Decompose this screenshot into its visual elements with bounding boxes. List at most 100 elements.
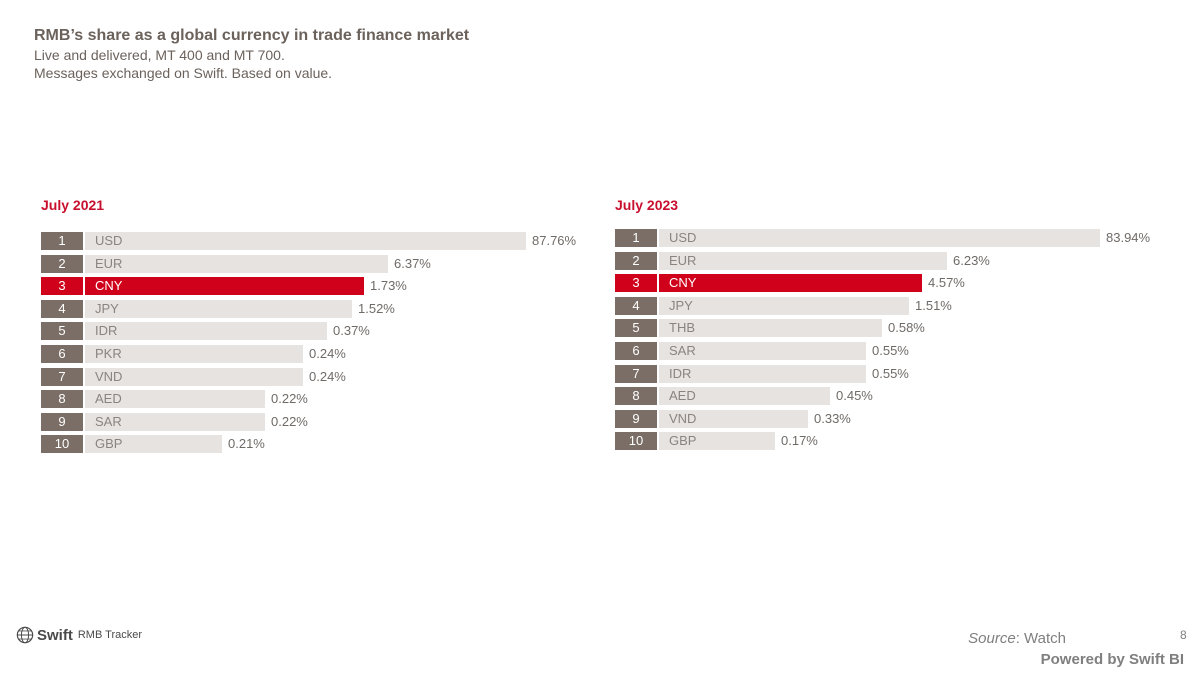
- value-label: 0.24%: [309, 346, 346, 361]
- bar-eur: [85, 255, 388, 273]
- currency-label: USD: [669, 230, 697, 245]
- bar-gbp: [85, 435, 222, 453]
- source-label: Source: [968, 630, 1016, 647]
- bar-row-jpy: 4 JPY 1.52%: [41, 300, 601, 318]
- subtitle-line-1: Live and delivered, MT 400 and MT 700.: [34, 47, 285, 63]
- chart-title: July 2021: [41, 197, 105, 213]
- rank-label: 4: [615, 297, 657, 315]
- bar-usd: [85, 232, 526, 250]
- currency-label: IDR: [669, 366, 692, 381]
- bar-row-thb: 5 THB 0.58%: [615, 319, 1175, 337]
- bar-pkr: [85, 345, 303, 363]
- value-label: 0.17%: [781, 433, 818, 448]
- bar-row-gbp: 10 GBP 0.21%: [41, 435, 601, 453]
- value-label: 0.22%: [271, 391, 308, 406]
- rank-label: 5: [615, 319, 657, 337]
- powered-by: Powered by Swift BI: [1040, 651, 1184, 668]
- bar-row-gbp: 10 GBP 0.17%: [615, 432, 1175, 450]
- bar-row-pkr: 6 PKR 0.24%: [41, 345, 601, 363]
- currency-label: SAR: [95, 414, 122, 429]
- rank-label: 9: [41, 413, 83, 431]
- value-label: 87.76%: [532, 233, 577, 248]
- bar-row-jpy: 4 JPY 1.51%: [615, 297, 1175, 315]
- rank-label: 10: [41, 435, 83, 453]
- bar-aed: [659, 387, 830, 405]
- value-label: 0.33%: [814, 411, 851, 426]
- rank-label: 1: [41, 232, 83, 250]
- bar-eur: [659, 252, 947, 270]
- value-label: 1.52%: [358, 301, 395, 316]
- swift-logo: Swift RMB Tracker: [16, 626, 142, 644]
- bar-row-vnd: 9 VND 0.33%: [615, 410, 1175, 428]
- brand-name: Swift: [37, 626, 73, 644]
- bar-idr: [659, 365, 866, 383]
- bar-jpy: [85, 300, 352, 318]
- currency-label: JPY: [95, 301, 119, 316]
- currency-label: AED: [669, 388, 696, 403]
- subtitle-line-2: Messages exchanged on Swift. Based on va…: [34, 65, 333, 81]
- product-name: RMB Tracker: [77, 629, 143, 641]
- rank-label: 8: [615, 387, 657, 405]
- bar-cny: [85, 277, 364, 295]
- currency-label: SAR: [669, 343, 696, 358]
- currency-label: GBP: [669, 433, 697, 448]
- header: RMB’s share as a global currency in trad…: [34, 26, 469, 82]
- value-label: 0.24%: [309, 369, 346, 384]
- bar-row-eur: 2 EUR 6.37%: [41, 255, 601, 273]
- bar-vnd: [85, 368, 303, 386]
- bar-row-idr: 7 IDR 0.55%: [615, 365, 1175, 383]
- bar-row-usd: 1 USD 83.94%: [615, 229, 1175, 247]
- source-note: Source: Watch: [968, 630, 1066, 647]
- rank-label: 3: [41, 277, 83, 295]
- bar-row-sar: 6 SAR 0.55%: [615, 342, 1175, 360]
- value-label: 0.55%: [872, 366, 909, 381]
- bar-row-vnd: 7 VND 0.24%: [41, 368, 601, 386]
- currency-label: EUR: [669, 253, 697, 268]
- value-label: 0.37%: [333, 323, 370, 338]
- page-title: RMB’s share as a global currency in trad…: [34, 27, 470, 44]
- value-label: 0.21%: [228, 436, 265, 451]
- bar-gbp: [659, 432, 775, 450]
- rank-label: 8: [41, 390, 83, 408]
- bar-row-idr: 5 IDR 0.37%: [41, 322, 601, 340]
- bar-row-cny: 3 CNY 1.73%: [41, 277, 601, 295]
- value-label: 0.58%: [888, 320, 925, 335]
- currency-label: JPY: [669, 298, 693, 313]
- value-label: 83.94%: [1106, 230, 1151, 245]
- bar-row-eur: 2 EUR 6.23%: [615, 252, 1175, 270]
- value-label: 1.73%: [370, 278, 407, 293]
- rank-label: 9: [615, 410, 657, 428]
- currency-label: CNY: [669, 275, 697, 290]
- currency-label: USD: [95, 233, 123, 248]
- currency-label: CNY: [95, 278, 123, 293]
- rank-label: 6: [41, 345, 83, 363]
- chart-title: July 2023: [615, 197, 679, 213]
- bar-row-usd: 1 USD 87.76%: [41, 232, 601, 250]
- source-value: : Watch: [1015, 630, 1066, 647]
- rank-label: 2: [41, 255, 83, 273]
- bar-row-cny: 3 CNY 4.57%: [615, 274, 1175, 292]
- globe-icon: [16, 626, 34, 644]
- value-label: 0.45%: [836, 388, 873, 403]
- bar-sar: [659, 342, 866, 360]
- bar-aed: [85, 390, 265, 408]
- rank-label: 2: [615, 252, 657, 270]
- value-label: 1.51%: [915, 298, 952, 313]
- bar-sar: [85, 413, 265, 431]
- rank-label: 7: [41, 368, 83, 386]
- bar-vnd: [659, 410, 808, 428]
- bar-cny: [659, 274, 922, 292]
- rank-label: 1: [615, 229, 657, 247]
- currency-label: AED: [95, 391, 122, 406]
- rank-label: 3: [615, 274, 657, 292]
- value-label: 0.55%: [872, 343, 909, 358]
- value-label: 4.57%: [928, 275, 965, 290]
- rank-label: 10: [615, 432, 657, 450]
- rank-label: 5: [41, 322, 83, 340]
- value-label: 6.37%: [394, 256, 431, 271]
- currency-label: GBP: [95, 436, 123, 451]
- rank-label: 4: [41, 300, 83, 318]
- bar-usd: [659, 229, 1100, 247]
- currency-label: PKR: [95, 346, 122, 361]
- bar-row-sar: 9 SAR 0.22%: [41, 413, 601, 431]
